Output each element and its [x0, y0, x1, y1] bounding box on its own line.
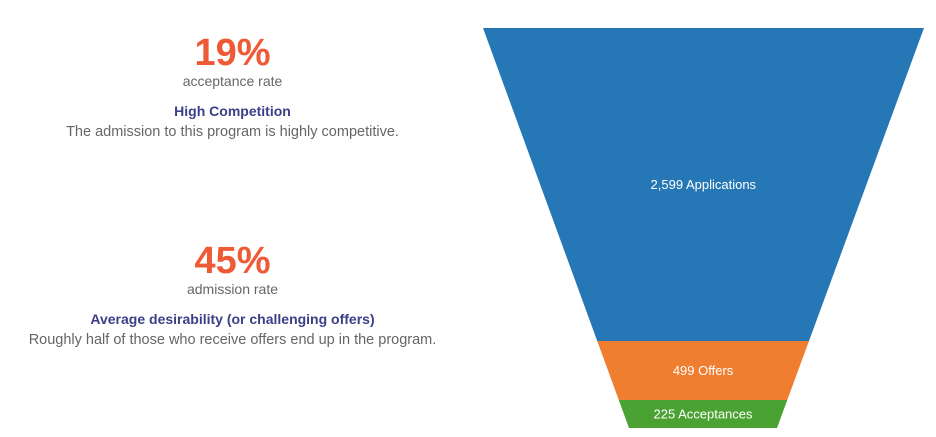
funnel-label-offers: 499 Offers	[673, 363, 734, 378]
funnel-segment-offers	[597, 341, 809, 400]
funnel-label-acceptances: 225 Acceptances	[654, 407, 754, 422]
acceptance-stat: 19% acceptance rate High Competition The…	[0, 33, 465, 140]
acceptance-rate-value: 19%	[194, 32, 271, 74]
funnel-label-applications: 2,599 Applications	[651, 177, 757, 192]
funnel-segment-applications	[483, 28, 924, 341]
admission-description: Roughly half of those who receive offers…	[28, 332, 437, 348]
acceptance-description: The admission to this program is highly …	[66, 124, 399, 140]
admission-stat: 45% admission rate Average desirability …	[0, 241, 465, 348]
acceptance-rate-label: acceptance rate	[182, 73, 283, 89]
acceptance-heading: High Competition	[174, 103, 291, 119]
funnel-segment-acceptances	[618, 400, 788, 428]
admission-heading: Average desirability (or challenging off…	[90, 311, 375, 327]
admission-rate-value: 45%	[194, 240, 271, 282]
admission-rate-label: admission rate	[186, 281, 279, 297]
